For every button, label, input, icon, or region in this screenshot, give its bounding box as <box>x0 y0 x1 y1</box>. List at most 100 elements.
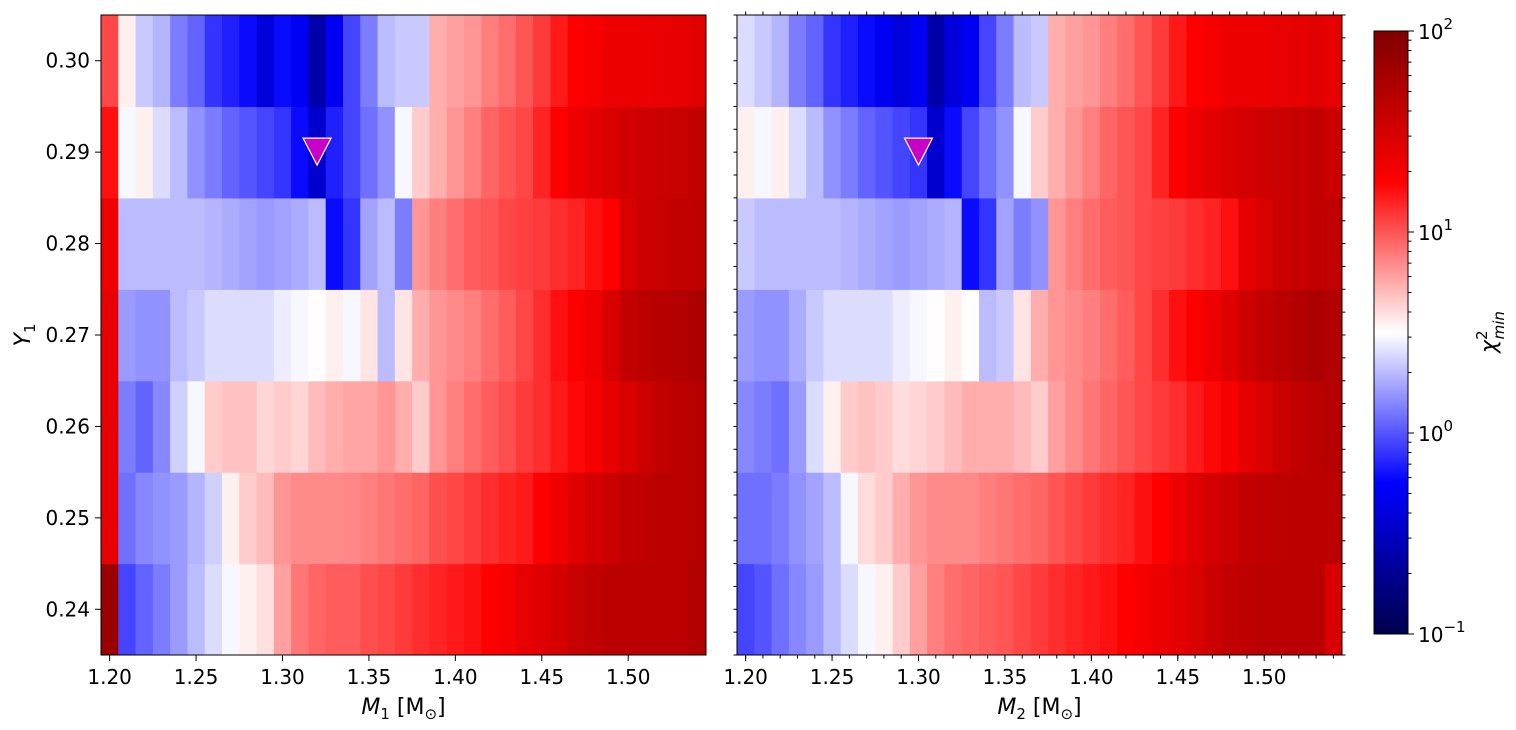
heatmap-cell <box>1324 197 1342 290</box>
heatmap-cell <box>771 563 790 655</box>
colorbar-tick-base: 10 <box>1418 422 1443 446</box>
colorbar-tick-exp: 0 <box>1443 417 1453 435</box>
heatmap-cell <box>222 197 240 290</box>
heatmap-cell <box>256 472 275 565</box>
heatmap-cell <box>1186 380 1205 473</box>
heatmap-cell <box>636 15 655 108</box>
heatmap-cell <box>1065 472 1084 565</box>
x-axis-label-sub: 2 <box>1016 705 1026 723</box>
heatmap-cell <box>291 197 310 290</box>
heatmap-cells <box>737 15 1342 655</box>
heatmap-cell <box>1013 380 1032 473</box>
heatmap-cell <box>1186 197 1205 290</box>
heatmap-cell <box>273 106 292 199</box>
heatmap-cell <box>1048 15 1067 108</box>
heatmap-cell <box>515 106 534 199</box>
heatmap-cell <box>343 289 361 382</box>
heatmap-cell <box>1169 289 1188 382</box>
heatmap-cell <box>118 380 137 473</box>
heatmap-cell <box>961 472 980 565</box>
heatmap-cell <box>892 472 911 565</box>
heatmap-cell <box>1272 563 1291 655</box>
heatmap-cell <box>1048 563 1067 655</box>
heatmap-cell <box>498 15 517 108</box>
heatmap-cell <box>636 289 655 382</box>
heatmap-cell <box>840 289 859 382</box>
heatmap-cell <box>222 563 240 655</box>
x-axis-label-unit: [M <box>1026 695 1061 720</box>
heatmap-cell <box>1255 289 1274 382</box>
heatmap-cell <box>118 15 137 108</box>
heatmap-cell <box>187 563 206 655</box>
heatmap-cell <box>654 106 673 199</box>
heatmap-cell <box>256 289 275 382</box>
heatmap-cell <box>875 563 894 655</box>
heatmap-cell <box>806 197 825 290</box>
heatmap-cell <box>737 15 755 108</box>
heatmap-cell <box>446 289 465 382</box>
heatmap-cell <box>550 289 569 382</box>
x-tick-label: 1.40 <box>433 665 478 689</box>
heatmap-cell <box>204 197 223 290</box>
heatmap-cell <box>961 563 980 655</box>
heatmap-cell <box>135 380 154 473</box>
heatmap-cell <box>204 472 223 565</box>
heatmap-cell <box>1117 15 1136 108</box>
heatmap-cell <box>273 15 292 108</box>
heatmap-cell <box>412 197 431 290</box>
heatmap-cell <box>550 15 569 108</box>
heatmap-cell <box>909 197 928 290</box>
heatmap-cell <box>343 380 361 473</box>
heatmap-cell <box>256 106 275 199</box>
heatmap-cell <box>187 380 206 473</box>
heatmap-cell <box>394 15 413 108</box>
heatmap-cell <box>1255 380 1274 473</box>
heatmap-cell <box>927 563 946 655</box>
heatmap-cell <box>567 472 586 565</box>
heatmap-cell <box>806 563 825 655</box>
y-tick-label: 0.28 <box>45 232 90 256</box>
heatmap-cell <box>619 106 638 199</box>
heatmap-cell <box>325 472 344 565</box>
heatmap-cell <box>135 106 154 199</box>
heatmap-cell <box>515 197 534 290</box>
heatmap-cell <box>101 197 119 290</box>
heatmap-cell <box>671 472 690 565</box>
heatmap-cell <box>944 380 963 473</box>
heatmap-cell <box>273 472 292 565</box>
heatmap-cell <box>788 15 807 108</box>
heatmap-cell <box>961 15 980 108</box>
heatmap-cell <box>771 380 790 473</box>
heatmap-cell <box>101 380 119 473</box>
heatmap-cell <box>1272 380 1291 473</box>
heatmap-cell <box>979 15 997 108</box>
heatmap-cell <box>464 380 482 473</box>
heatmap-cell <box>1048 472 1067 565</box>
heatmap-cell <box>343 563 361 655</box>
heatmap-cell <box>823 197 842 290</box>
heatmap-cell <box>1100 563 1118 655</box>
heatmap-cell <box>737 106 755 199</box>
heatmap-cell <box>498 197 517 290</box>
heatmap-cell <box>996 563 1015 655</box>
heatmap-cell <box>892 197 911 290</box>
heatmap-cell <box>204 15 223 108</box>
heatmap-cell <box>394 106 413 199</box>
heatmap-cell <box>1203 289 1222 382</box>
heatmap-cell <box>788 197 807 290</box>
heatmap-cell <box>823 380 842 473</box>
heatmap-cell <box>806 106 825 199</box>
heatmap-cell <box>754 472 773 565</box>
heatmap-cell <box>996 380 1015 473</box>
heatmap-cell <box>412 289 431 382</box>
heatmap-cell <box>1203 472 1222 565</box>
heatmap-cell <box>464 106 482 199</box>
heatmap-cell <box>412 563 431 655</box>
x-axis-label-close: ] <box>1073 695 1082 720</box>
x-tick-label: 1.35 <box>983 665 1028 689</box>
heatmap-cell <box>1290 563 1309 655</box>
heatmap-cell <box>1082 289 1101 382</box>
heatmap-cell <box>222 15 240 108</box>
heatmap-cell <box>840 380 859 473</box>
heatmap-cell <box>1324 289 1342 382</box>
